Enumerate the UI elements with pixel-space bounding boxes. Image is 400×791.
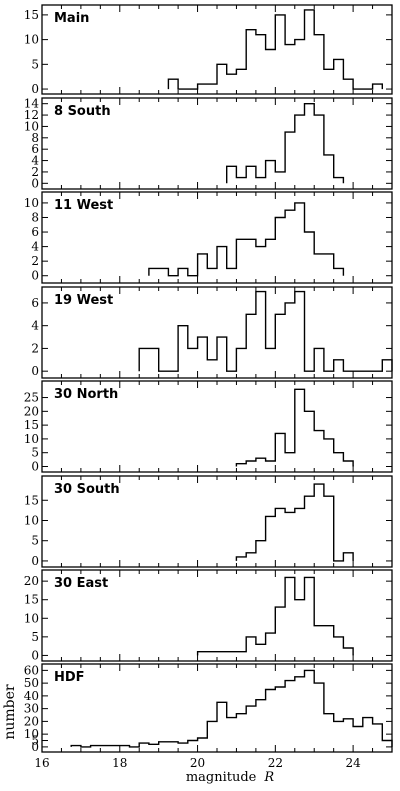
y-tick-label: 15 (24, 418, 39, 432)
panel-label: 30 South (54, 482, 120, 497)
y-tick-label: 50 (24, 676, 39, 690)
histogram-series (235, 388, 354, 467)
histogram-series (138, 290, 393, 372)
y-tick-label: 0 (31, 269, 39, 283)
y-tick-label: 0 (31, 740, 39, 754)
y-tick-label: 2 (31, 165, 39, 179)
y-tick-label: 0 (31, 82, 39, 96)
histogram-series (196, 576, 354, 656)
y-tick-label: 10 (24, 513, 39, 527)
y-tick-label: 15 (24, 593, 39, 607)
panel-label: 11 West (54, 198, 113, 213)
y-tick-label: 12 (24, 108, 39, 122)
panel-label: 8 South (54, 104, 111, 119)
y-tick-label: 20 (24, 404, 39, 418)
y-tick-label: 5 (31, 734, 39, 748)
y-tick-label: 20 (24, 714, 39, 728)
y-tick-label: 30 (24, 702, 39, 716)
y-tick-label: 5 (31, 534, 39, 548)
y-tick-label: 0 (31, 459, 39, 473)
panel-label: Main (54, 11, 89, 26)
y-tick-label: 10 (24, 33, 39, 47)
x-tick-label: 16 (34, 756, 49, 770)
y-tick-label: 2 (31, 341, 39, 355)
y-tick-label: 2 (31, 254, 39, 268)
panel-label: 19 West (54, 293, 113, 308)
x-tick-label: 20 (190, 756, 205, 770)
y-tick-label: 6 (31, 225, 39, 239)
y-tick-label: 10 (24, 727, 39, 741)
y-tick-label: 6 (31, 142, 39, 156)
y-tick-label: 4 (31, 319, 39, 333)
panel-19-west: 0 2 4 6 19 West (31, 286, 393, 379)
x-tick-label: 18 (112, 756, 127, 770)
y-tick-label: 5 (31, 630, 39, 644)
y-tick-label: 8 (31, 131, 39, 145)
y-tick-label: 40 (24, 689, 39, 703)
histogram-series (167, 9, 383, 90)
y-tick-label: 6 (31, 296, 39, 310)
y-tick-label: 0 (31, 648, 39, 662)
y-tick-label: 20 (24, 574, 39, 588)
panel-30-east: 0 5 10 15 20 30 East (24, 569, 393, 662)
y-tick-label: 4 (31, 154, 39, 168)
y-tick-label: 5 (31, 57, 39, 71)
y-tick-label: 4 (31, 240, 39, 254)
y-tick-label: 25 (24, 391, 39, 405)
y-tick-label: 10 (24, 119, 39, 133)
x-tick-label: 24 (345, 756, 361, 770)
y-tick-label: 5 (31, 446, 39, 460)
y-tick-label: 10 (24, 196, 39, 210)
x-axis-label-symbol: R (263, 770, 274, 785)
y-tick-label: 10 (24, 611, 39, 625)
x-axis-label: magnitude R (186, 770, 275, 785)
panel-label: 30 North (54, 387, 118, 402)
y-tick-label: 60 (24, 663, 39, 677)
panel-label: 30 East (54, 576, 108, 591)
histogram-series (235, 483, 354, 562)
y-tick-label: 0 (31, 364, 39, 378)
histogram-series (226, 103, 345, 184)
histogram-series (70, 669, 393, 748)
y-tick-label: 0 (31, 176, 39, 190)
x-axis-label-text: magnitude (186, 770, 257, 785)
histogram-series (148, 202, 345, 277)
x-tick-label: 22 (268, 756, 283, 770)
y-tick-label: 14 (24, 97, 40, 111)
y-tick-label: 15 (24, 8, 39, 22)
panel-30-south: 0 5 10 15 30 South (24, 475, 393, 568)
y-tick-label: 10 (24, 432, 39, 446)
y-tick-label: 8 (31, 210, 39, 224)
panel-main: 0 5 10 15 Main (24, 4, 393, 96)
x-axis: 16 18 20 22 24 (34, 756, 361, 770)
y-tick-label: 15 (24, 493, 39, 507)
y-tick-label: 0 (31, 554, 39, 568)
panel-label: HDF (54, 670, 85, 685)
y-axis-label: number (2, 684, 18, 740)
